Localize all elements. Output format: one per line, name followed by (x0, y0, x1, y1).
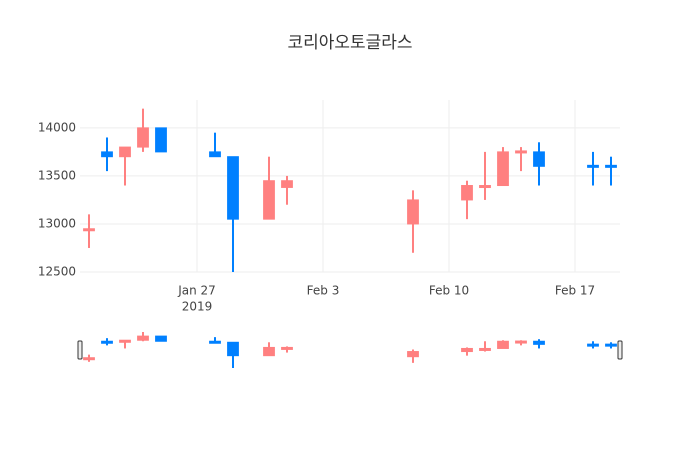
candle-body (461, 185, 473, 201)
candle-body (515, 150, 527, 154)
candle-body (407, 199, 419, 225)
candle-body (101, 151, 113, 158)
candle-body (587, 343, 599, 347)
candle-body (605, 164, 617, 168)
candle-body (227, 341, 239, 357)
rangeslider-handle[interactable] (77, 340, 83, 360)
candle-body (479, 347, 491, 351)
y-tick-label: 12500 (38, 265, 76, 279)
candle-body (605, 343, 617, 347)
candle-body (263, 346, 275, 357)
candle-body (227, 156, 239, 220)
candle-body (263, 180, 275, 220)
candle-body (83, 357, 95, 361)
candle-body (515, 340, 527, 344)
candle-body (209, 151, 221, 158)
x-tick-label: Feb 17 (555, 284, 595, 298)
x-tick-sublabel: 2019 (182, 300, 213, 314)
candle-body (533, 340, 545, 345)
candle-body (137, 127, 149, 148)
x-tick-label: Feb 3 (307, 284, 340, 298)
candle-body (155, 127, 167, 153)
candle-body (119, 339, 131, 343)
x-tick-label: Feb 10 (429, 284, 469, 298)
rangeslider-handle[interactable] (617, 340, 623, 360)
candle-body (101, 340, 113, 344)
y-tick-label: 13000 (38, 216, 76, 230)
candle-body (497, 340, 509, 349)
candle-body (281, 346, 293, 350)
candle-body (533, 151, 545, 167)
y-tick-label: 13500 (38, 168, 76, 182)
candle-body (497, 151, 509, 187)
candle-body (407, 351, 419, 358)
y-tick-label: 14000 (38, 120, 76, 134)
candle-body (281, 180, 293, 188)
candle-body (119, 146, 131, 158)
candle-body (479, 185, 491, 189)
chart-title: 코리아오토글라스 (287, 33, 412, 53)
candle-body (587, 164, 599, 168)
x-tick-label: Jan 27 (177, 284, 216, 298)
candle-body (461, 347, 473, 353)
candle-body (83, 228, 95, 232)
candle-body (209, 340, 221, 344)
candle-body (137, 335, 149, 341)
candle-body (155, 335, 167, 342)
